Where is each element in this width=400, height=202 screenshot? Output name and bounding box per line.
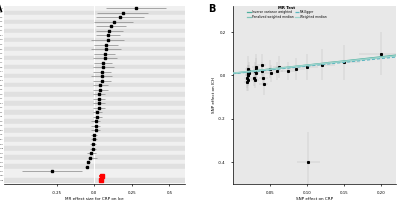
Bar — [4, 155, 184, 160]
Bar — [4, 65, 184, 69]
Bar — [4, 74, 184, 78]
Legend: Inverse variance weighted, Penalized weighted median, MR-Egger, Weighted median: Inverse variance weighted, Penalized wei… — [247, 6, 326, 19]
Bar — [4, 78, 184, 83]
Bar — [4, 11, 184, 15]
Bar — [4, 169, 184, 173]
Bar — [4, 133, 184, 137]
Bar — [4, 151, 184, 155]
Bar — [4, 15, 184, 20]
Bar — [4, 29, 184, 33]
Text: A: A — [0, 4, 2, 14]
Bar — [4, 20, 184, 24]
Bar — [4, 101, 184, 106]
Bar — [4, 60, 184, 65]
Bar — [4, 42, 184, 47]
Bar — [4, 128, 184, 133]
Bar — [4, 160, 184, 164]
Bar — [4, 164, 184, 169]
X-axis label: SNP effect on CRP: SNP effect on CRP — [296, 197, 333, 201]
Bar — [4, 142, 184, 146]
Bar — [4, 106, 184, 110]
Bar — [4, 69, 184, 74]
Bar — [4, 51, 184, 56]
Bar — [4, 47, 184, 51]
Bar — [4, 137, 184, 142]
Bar — [4, 178, 184, 182]
Bar — [4, 97, 184, 101]
Bar — [4, 92, 184, 97]
Bar — [4, 124, 184, 128]
Bar — [4, 110, 184, 115]
Bar — [4, 33, 184, 38]
Bar — [4, 38, 184, 42]
Bar — [4, 83, 184, 87]
X-axis label: MR effect size for CRP on Ice: MR effect size for CRP on Ice — [65, 197, 124, 201]
Bar — [4, 6, 184, 11]
Bar — [4, 56, 184, 60]
Bar — [4, 24, 184, 29]
Bar — [4, 115, 184, 119]
Y-axis label: SNP effect on ICH: SNP effect on ICH — [212, 77, 216, 113]
Bar — [4, 146, 184, 151]
Bar — [4, 173, 184, 178]
Bar — [4, 119, 184, 124]
Text: B: B — [208, 4, 216, 14]
Bar — [4, 87, 184, 92]
